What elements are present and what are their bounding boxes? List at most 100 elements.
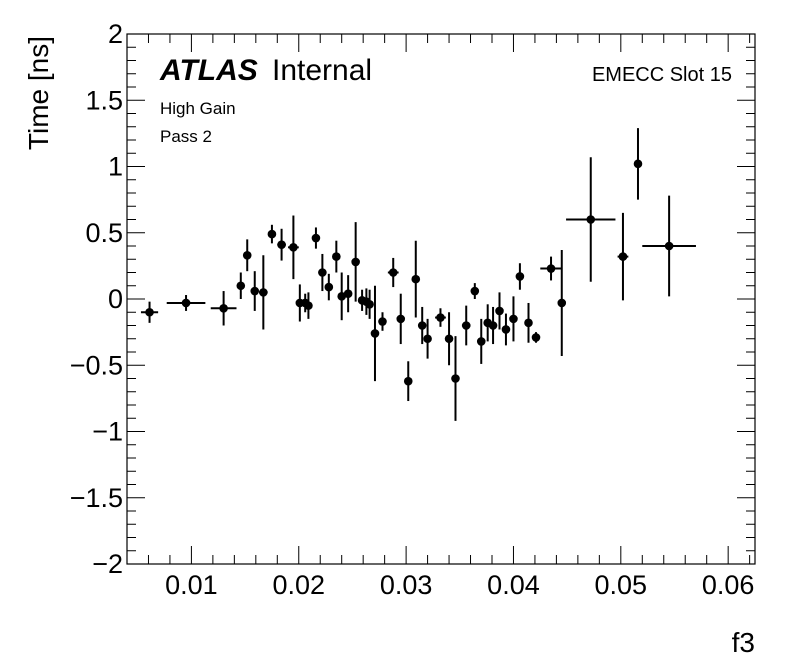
slot-label: EMECC Slot 15	[592, 64, 732, 86]
data-point	[633, 128, 643, 200]
data-point	[417, 306, 427, 345]
data-point	[617, 212, 629, 301]
point-marker	[495, 306, 504, 316]
pass-label: Pass 2	[160, 127, 212, 146]
point-marker	[337, 292, 347, 301]
y-tick-label: 0.5	[85, 218, 123, 248]
point-marker	[219, 303, 228, 313]
data-point	[387, 257, 399, 288]
point-marker	[145, 307, 154, 317]
point-marker	[488, 321, 498, 330]
data-points	[140, 128, 696, 421]
data-point	[343, 275, 353, 313]
point-marker	[411, 274, 421, 284]
data-point	[242, 239, 252, 272]
point-marker	[181, 298, 191, 308]
point-marker	[618, 252, 628, 261]
y-tick-label: 0	[108, 284, 123, 314]
data-point	[470, 283, 480, 299]
x-tick-label: 0.05	[595, 570, 648, 600]
data-point	[166, 295, 206, 311]
data-point	[140, 301, 159, 323]
point-marker	[444, 334, 454, 344]
data-point	[557, 249, 567, 356]
point-marker	[501, 325, 511, 334]
data-point	[277, 228, 286, 261]
y-tick-label: −0.5	[70, 350, 123, 380]
point-marker	[476, 337, 486, 346]
point-marker	[388, 268, 398, 277]
data-point	[288, 215, 299, 280]
data-point	[461, 305, 471, 346]
atlas-label: ATLAS	[159, 54, 258, 87]
point-marker	[423, 334, 432, 344]
point-marker	[378, 317, 387, 326]
internal-label: Internal	[272, 54, 372, 87]
point-marker	[304, 301, 313, 310]
data-point	[488, 306, 498, 345]
data-point	[236, 272, 246, 299]
x-tick-label: 0.02	[272, 570, 325, 600]
data-point	[411, 240, 421, 318]
x-tick-label: 0.06	[702, 570, 755, 600]
point-marker	[236, 281, 246, 291]
y-tick-label: −1.5	[70, 483, 123, 513]
point-marker	[324, 282, 334, 292]
data-point	[332, 240, 341, 273]
data-point	[337, 272, 347, 321]
point-marker	[509, 314, 518, 324]
point-marker	[267, 229, 277, 239]
point-marker	[436, 313, 445, 322]
point-marker	[250, 286, 260, 296]
data-point	[501, 313, 511, 346]
x-tick-label: 0.04	[487, 570, 540, 600]
data-point	[540, 256, 562, 281]
point-marker	[370, 329, 380, 338]
data-point	[566, 157, 616, 282]
y-tick-label: 2	[108, 19, 123, 49]
data-point	[444, 312, 454, 366]
point-marker	[524, 318, 533, 328]
data-point	[378, 312, 387, 331]
data-point	[451, 336, 460, 421]
data-point	[476, 318, 486, 364]
point-marker	[403, 376, 413, 386]
data-point	[267, 224, 277, 244]
point-marker	[557, 298, 567, 308]
point-marker	[351, 257, 360, 267]
point-marker	[332, 252, 341, 261]
data-point	[304, 292, 313, 319]
data-point	[351, 222, 360, 302]
point-marker	[311, 233, 321, 243]
y-tick-label: 1.5	[85, 85, 123, 115]
data-point	[311, 227, 321, 249]
data-point	[324, 273, 334, 301]
point-marker	[470, 286, 480, 296]
data-point	[524, 302, 533, 343]
data-point	[250, 271, 260, 311]
point-marker	[546, 264, 556, 273]
point-marker	[259, 288, 268, 297]
point-marker	[417, 321, 427, 330]
y-tick-label: −1	[92, 417, 123, 447]
y-axis-title: Time [ns]	[23, 36, 54, 150]
point-marker	[515, 272, 525, 281]
data-point	[515, 263, 525, 290]
data-point	[423, 318, 432, 359]
x-axis-ticks: 0.01 0.02 0.03 0.04 0.05 0.06	[126, 34, 755, 600]
point-marker	[318, 268, 327, 277]
data-point	[365, 289, 374, 319]
y-tick-label: −2	[92, 549, 123, 579]
point-marker	[664, 241, 674, 251]
y-tick-label: 1	[108, 152, 123, 182]
point-marker	[586, 215, 596, 224]
point-marker	[633, 159, 643, 169]
y-axis-ticks: 2 1.5 1 0.5 0 −0.5 −1 −1.5 −2	[70, 19, 755, 579]
data-point	[318, 253, 327, 292]
x-tick-label: 0.03	[380, 570, 433, 600]
gain-label: High Gain	[160, 99, 236, 118]
point-marker	[531, 333, 541, 342]
data-point	[435, 308, 446, 327]
data-point	[259, 255, 268, 330]
